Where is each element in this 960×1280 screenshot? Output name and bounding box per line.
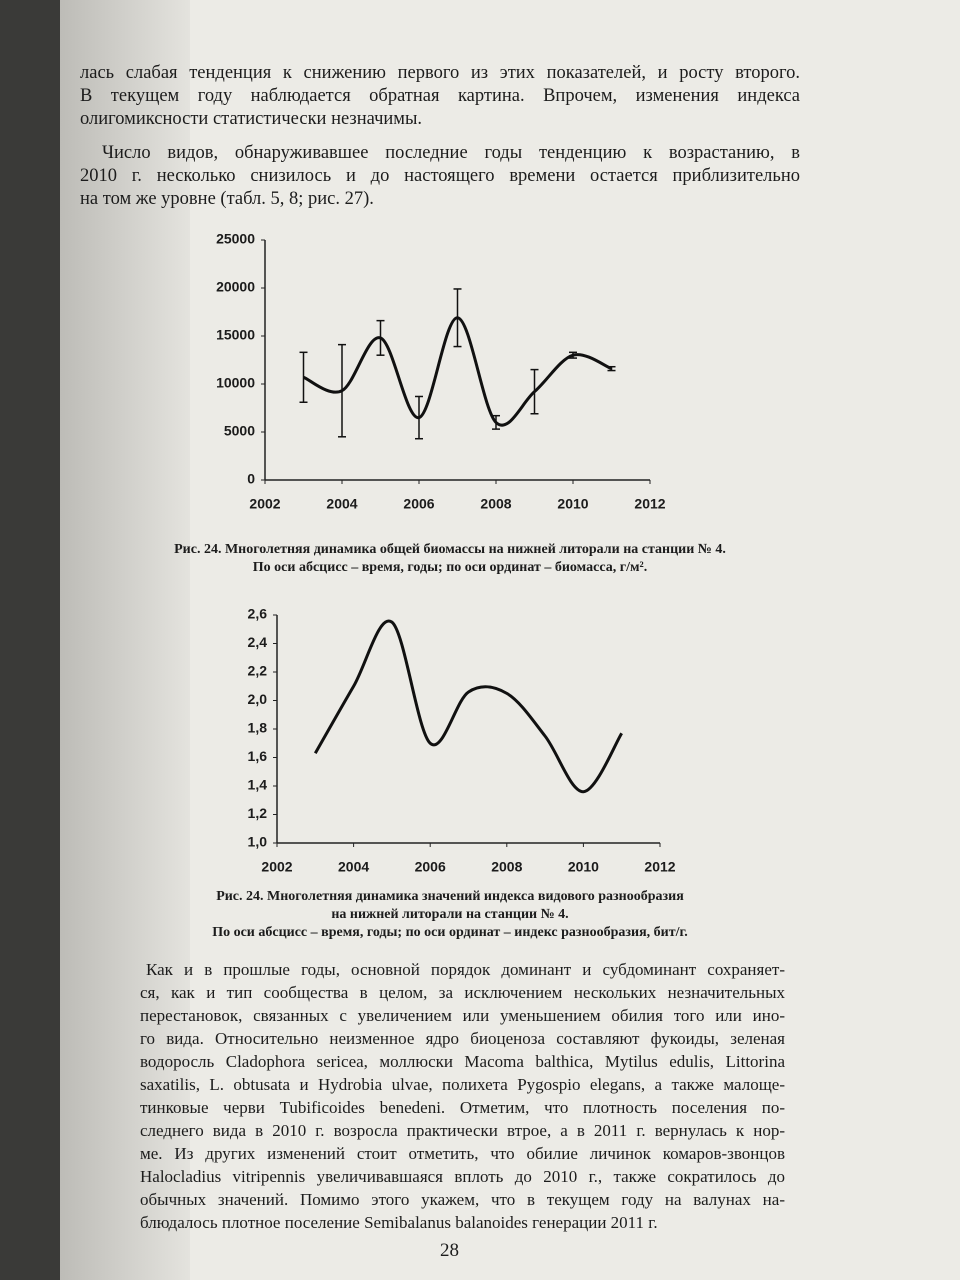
caption-line: По оси абсцисс – время, годы; по оси орд…: [252, 560, 648, 575]
y-tick-label: 20000: [216, 279, 255, 295]
error-bar: [530, 368, 539, 415]
error-bar: [338, 343, 346, 438]
x-tick-label: 2008: [491, 859, 522, 875]
error-bar: [492, 414, 500, 430]
data-line: [302, 316, 613, 427]
y-tick-label: 1,2: [248, 805, 268, 821]
text-line: обычных значений. Помимо этого укажем, ч…: [140, 1190, 785, 1209]
y-tick-label: 2,4: [248, 634, 268, 650]
error-bar: [415, 395, 423, 440]
text-line: Число видов, обнаруживавшее последние го…: [102, 143, 800, 163]
paragraph: лась слабая тенденция к снижению первого…: [80, 62, 800, 131]
y-tick-label: 2,2: [248, 663, 268, 679]
error-bar: [453, 288, 462, 348]
y-tick-label: 1,8: [248, 720, 268, 736]
x-tick-label: 2002: [261, 859, 292, 875]
caption-line: Рис. 24. Многолетняя динамика значений и…: [216, 889, 684, 904]
x-tick-label: 2004: [326, 496, 357, 512]
text-line: на том же уровне (табл. 5, 8; рис. 27).: [80, 189, 374, 209]
error-bar: [299, 351, 308, 403]
x-tick-label: 2002: [249, 496, 280, 512]
x-tick-label: 2006: [415, 859, 446, 875]
text-line: saxatilis, L. obtusata и Hydrobia ulvae,…: [140, 1075, 785, 1094]
text-line: го вида. Относительно неизменное ядро би…: [140, 1029, 785, 1048]
book-page: [60, 0, 960, 1280]
page-number: 28: [440, 1240, 459, 1261]
paragraph: Число видов, обнаруживавшее последние го…: [80, 142, 800, 211]
text-line: блюдалось плотное поселение Semibalanus …: [140, 1213, 658, 1232]
text-line: олигомиксности статистически незначимы.: [80, 109, 423, 129]
y-tick-label: 2,6: [248, 606, 268, 622]
y-tick-label: 2,0: [248, 691, 268, 707]
x-tick-label: 2012: [644, 859, 675, 875]
y-tick-label: 15000: [216, 327, 255, 343]
figure-caption: Рис. 24. Многолетняя динамика общей биом…: [100, 541, 800, 577]
text-line: следнего вида в 2010 г. возросла практич…: [140, 1121, 785, 1140]
data-line: [313, 619, 623, 794]
caption-line: По оси абсцисс – время, годы; по оси орд…: [212, 925, 688, 940]
text-line: 2010 г. несколько снизилось и до настоящ…: [80, 166, 800, 186]
error-bar: [607, 365, 616, 372]
figure-caption: Рис. 24. Многолетняя динамика значений и…: [100, 888, 800, 942]
y-tick-label: 10000: [216, 375, 255, 391]
x-tick-label: 2012: [634, 496, 665, 512]
y-tick-label: 1,0: [248, 834, 268, 850]
text-line: Как и в прошлые годы, основной порядок д…: [146, 960, 785, 979]
x-tick-label: 2004: [338, 859, 369, 875]
x-tick-label: 2010: [557, 496, 588, 512]
text-line: ме. Из других изменений стоит отметить, …: [140, 1144, 785, 1163]
gutter: [60, 0, 190, 1280]
error-bar: [376, 319, 385, 356]
y-tick-label: 1,6: [248, 748, 268, 764]
y-tick-label: 5000: [224, 423, 255, 439]
error-bar: [569, 351, 577, 359]
paragraph: Как и в прошлые годы, основной порядок д…: [140, 958, 785, 1234]
text-line: водоросль Cladophora sericea, моллюски M…: [140, 1052, 785, 1071]
y-tick-label: 1,4: [248, 777, 268, 793]
caption-line: Рис. 24. Многолетняя динамика общей биом…: [174, 542, 726, 557]
x-tick-label: 2006: [403, 496, 434, 512]
y-tick-label: 25000: [216, 231, 255, 247]
x-tick-label: 2010: [568, 859, 599, 875]
caption-line: на нижней литорали на станции № 4.: [331, 907, 569, 922]
text-line: В текущем году наблюдается обратная карт…: [80, 86, 800, 106]
text-line: лась слабая тенденция к снижению первого…: [80, 63, 800, 83]
text-line: Halocladius vitripennis увеличивавшаяся …: [140, 1167, 785, 1186]
y-tick-label: 0: [247, 471, 255, 487]
text-line: перестановок, связанных с увеличением ил…: [140, 1006, 785, 1025]
text-line: ся, как и тип сообщества в целом, за иск…: [140, 983, 785, 1002]
x-tick-label: 2008: [480, 496, 511, 512]
text-line: тинковые черви Tubificoides benedeni. От…: [140, 1098, 785, 1117]
